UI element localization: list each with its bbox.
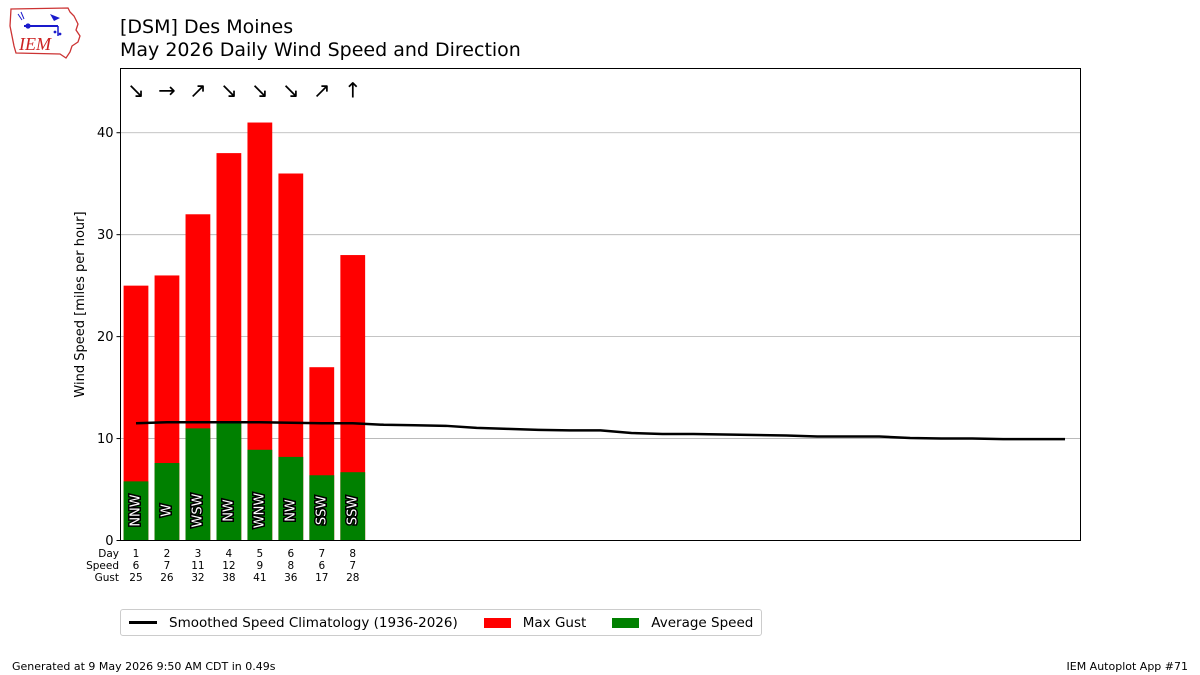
legend-climatology-label: Smoothed Speed Climatology (1936-2026) — [169, 614, 458, 631]
table-speed-day-3: 11 — [191, 560, 204, 572]
direction-arrows-group: ↘ → ↗ ↘ ↘ ↘ ↗ ↑ — [127, 79, 361, 103]
ytick-label-0: 0 — [105, 534, 113, 549]
ytick-label-20: 20 — [97, 330, 114, 345]
direction-label-day-4: NW — [221, 499, 236, 522]
table-row-label-gust: Gust — [95, 572, 119, 584]
axes-group: 0 10 20 30 40 Wind Speed [miles per hour] — [73, 68, 1081, 549]
table-day-day-2: 2 — [164, 548, 171, 560]
table-day-day-8: 8 — [349, 548, 356, 560]
legend-max-gust-swatch — [483, 617, 511, 628]
ytick-label-40: 40 — [97, 126, 114, 141]
ytick-label-30: 30 — [97, 228, 114, 243]
table-speed-day-4: 12 — [222, 560, 235, 572]
average-bar-day-2 — [154, 463, 180, 541]
legend-max-gust: Max Gust — [483, 614, 587, 631]
table-gust-day-5: 41 — [253, 572, 266, 584]
direction-label-day-3: WSW — [190, 493, 205, 527]
average-bar-day-3 — [185, 428, 211, 541]
chart-title-period: May 2026 Daily Wind Speed and Direction — [120, 39, 521, 61]
average-bar-day-5 — [247, 449, 273, 541]
direction-arrow-day-3: ↗ — [189, 79, 207, 103]
direction-arrow-day-2: → — [158, 79, 176, 103]
direction-labels-group: NNW W WSW NW WNW NW SSW SSW — [127, 491, 362, 530]
table-gust-day-1: 25 — [129, 572, 142, 584]
table-day-day-6: 6 — [287, 548, 294, 560]
bars-group — [123, 122, 366, 541]
direction-label-day-7: SSW — [314, 496, 329, 526]
legend-average-speed: Average Speed — [612, 615, 753, 631]
app-credit: IEM Autoplot App #71 — [1066, 660, 1189, 673]
table-gust-day-6: 36 — [284, 572, 298, 584]
table-row-label-day: Day — [98, 548, 119, 560]
direction-arrow-day-4: ↘ — [220, 79, 238, 103]
table-day-day-5: 5 — [257, 548, 264, 560]
direction-label-day-2: W — [159, 504, 174, 517]
direction-arrow-day-7: ↗ — [313, 79, 331, 103]
table-speed-day-7: 6 — [318, 560, 325, 572]
legend-climatology: Smoothed Speed Climatology (1936-2026) — [125, 615, 458, 631]
table-gust-day-4: 38 — [222, 572, 235, 584]
table-day-day-7: 7 — [318, 548, 325, 560]
legend-average-speed-label: Average Speed — [651, 614, 754, 631]
legend: Smoothed Speed Climatology (1936-2026) M… — [120, 609, 763, 636]
y-axis-label: Wind Speed [miles per hour] — [73, 211, 88, 397]
legend-average-speed-swatch — [612, 617, 640, 628]
table-speed-day-5: 9 — [257, 560, 264, 572]
direction-label-day-6: NW — [283, 499, 298, 522]
plot-frame — [120, 68, 1081, 541]
direction-label-day-8: SSW — [345, 496, 360, 526]
direction-arrow-day-1: ↘ — [127, 79, 145, 103]
average-bar-day-8 — [340, 472, 366, 541]
table-day-day-3: 3 — [195, 548, 202, 560]
wind-chart: NNW W WSW NW WNW NW SSW SSW ↘ → ↗ ↘ ↘ ↘ ↗ ↑ 0 10 20 30 40 W… — [73, 68, 1081, 584]
direction-label-day-5: WNW — [252, 493, 267, 529]
climatology-line — [135, 420, 1066, 441]
legend-max-gust-label: Max Gust — [522, 614, 587, 631]
legend-climatology-swatch — [129, 621, 157, 624]
table-gust-day-3: 32 — [191, 572, 204, 584]
table-row-label-speed: Speed — [86, 560, 119, 572]
table-day-day-1: 1 — [133, 548, 140, 560]
direction-arrow-day-6: ↘ — [282, 79, 300, 103]
direction-arrow-day-8: ↑ — [344, 79, 362, 103]
direction-label-day-1: NNW — [128, 494, 143, 526]
average-bar-day-6 — [278, 456, 304, 541]
logo-text: IEM — [18, 34, 52, 54]
table-speed-day-8: 7 — [349, 560, 356, 572]
table-speed-day-2: 7 — [164, 560, 171, 572]
table-speed-day-1: 6 — [133, 560, 140, 572]
table-day-day-4: 4 — [226, 548, 233, 560]
generated-timestamp: Generated at 9 May 2026 9:50 AM CDT in 0… — [12, 660, 276, 673]
table-speed-day-6: 8 — [287, 560, 294, 572]
average-bar-day-1 — [123, 481, 149, 541]
average-bar-day-7 — [309, 475, 335, 541]
iem-logo: IEM — [9, 7, 81, 59]
table-gust-day-2: 26 — [160, 572, 174, 584]
direction-arrow-day-5: ↘ — [251, 79, 269, 103]
table-gust-day-7: 17 — [315, 572, 328, 584]
chart-title-station: [DSM] Des Moines — [120, 16, 294, 38]
ytick-label-10: 10 — [97, 432, 114, 447]
climatology-group — [135, 420, 1066, 441]
table-gust-day-8: 28 — [346, 572, 359, 584]
average-bar-day-4 — [216, 422, 242, 541]
